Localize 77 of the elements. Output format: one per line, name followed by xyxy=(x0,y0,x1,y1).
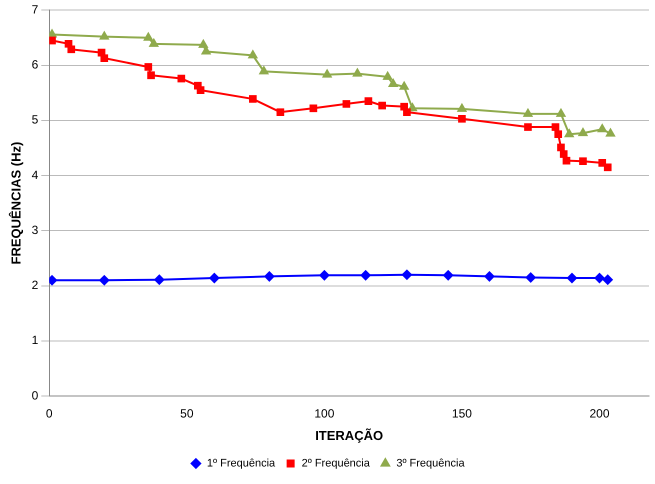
point xyxy=(310,104,318,112)
point xyxy=(383,72,392,80)
x-tick-label: 150 xyxy=(452,406,472,421)
point xyxy=(67,46,76,54)
point xyxy=(209,273,220,284)
y-tick-label: 1 xyxy=(32,333,39,348)
point xyxy=(598,159,606,167)
legend-label: 2º Frequência xyxy=(302,458,371,470)
point xyxy=(564,129,574,138)
point xyxy=(598,124,607,132)
point xyxy=(484,271,494,282)
x-tick-label: 0 xyxy=(46,406,53,421)
point xyxy=(100,32,109,40)
point xyxy=(249,95,257,103)
point xyxy=(604,163,612,172)
x-tick-label: 50 xyxy=(180,406,194,421)
x-tick-label: 200 xyxy=(589,406,610,421)
point xyxy=(319,270,330,280)
point xyxy=(154,274,164,285)
point xyxy=(443,270,454,280)
point xyxy=(149,38,158,47)
y-tick-label: 4 xyxy=(32,168,39,182)
point xyxy=(144,32,153,41)
point xyxy=(196,86,204,94)
legend-label: 3º Frequência xyxy=(396,458,466,470)
point xyxy=(248,50,258,58)
point xyxy=(523,108,532,117)
point xyxy=(49,36,56,44)
point xyxy=(388,79,398,88)
point xyxy=(457,104,466,112)
point xyxy=(554,130,562,138)
point xyxy=(552,123,560,131)
point xyxy=(560,150,568,158)
point xyxy=(64,40,72,48)
point xyxy=(364,97,372,105)
point xyxy=(578,128,588,136)
y-tick-label: 5 xyxy=(32,112,39,127)
point xyxy=(352,68,362,77)
y-tick-label: 3 xyxy=(32,222,39,237)
point xyxy=(264,271,274,282)
point xyxy=(524,123,532,131)
x-tick-label: 100 xyxy=(314,406,335,421)
point xyxy=(322,70,332,78)
point xyxy=(198,40,208,48)
point xyxy=(458,114,466,123)
point xyxy=(402,270,412,280)
point xyxy=(276,108,284,116)
point xyxy=(100,54,108,62)
y-tick-label: 6 xyxy=(32,58,39,72)
point xyxy=(378,102,386,110)
y-tick-label: 0 xyxy=(32,388,39,402)
y-tick-label: 2 xyxy=(32,278,39,292)
x-axis-title: ITERAÇÃO xyxy=(315,428,384,443)
point xyxy=(202,46,211,55)
point xyxy=(526,272,536,283)
point xyxy=(562,156,570,164)
point xyxy=(342,100,350,108)
point xyxy=(403,108,411,116)
point xyxy=(177,74,186,82)
point xyxy=(408,103,417,112)
legend-label: 1º Frequência xyxy=(206,458,276,470)
point xyxy=(594,273,604,284)
y-tick-label: 7 xyxy=(32,2,39,17)
point xyxy=(98,48,106,56)
point xyxy=(144,63,152,71)
point xyxy=(602,274,613,285)
point xyxy=(556,108,566,117)
point xyxy=(360,270,371,280)
point xyxy=(147,71,155,80)
point xyxy=(566,273,577,284)
point xyxy=(99,275,110,286)
point xyxy=(259,66,268,74)
point xyxy=(579,157,587,166)
y-axis-title: FREQUÊNCIAS (Hz) xyxy=(8,142,24,264)
point xyxy=(557,144,565,152)
point xyxy=(400,82,409,90)
point xyxy=(606,128,615,137)
